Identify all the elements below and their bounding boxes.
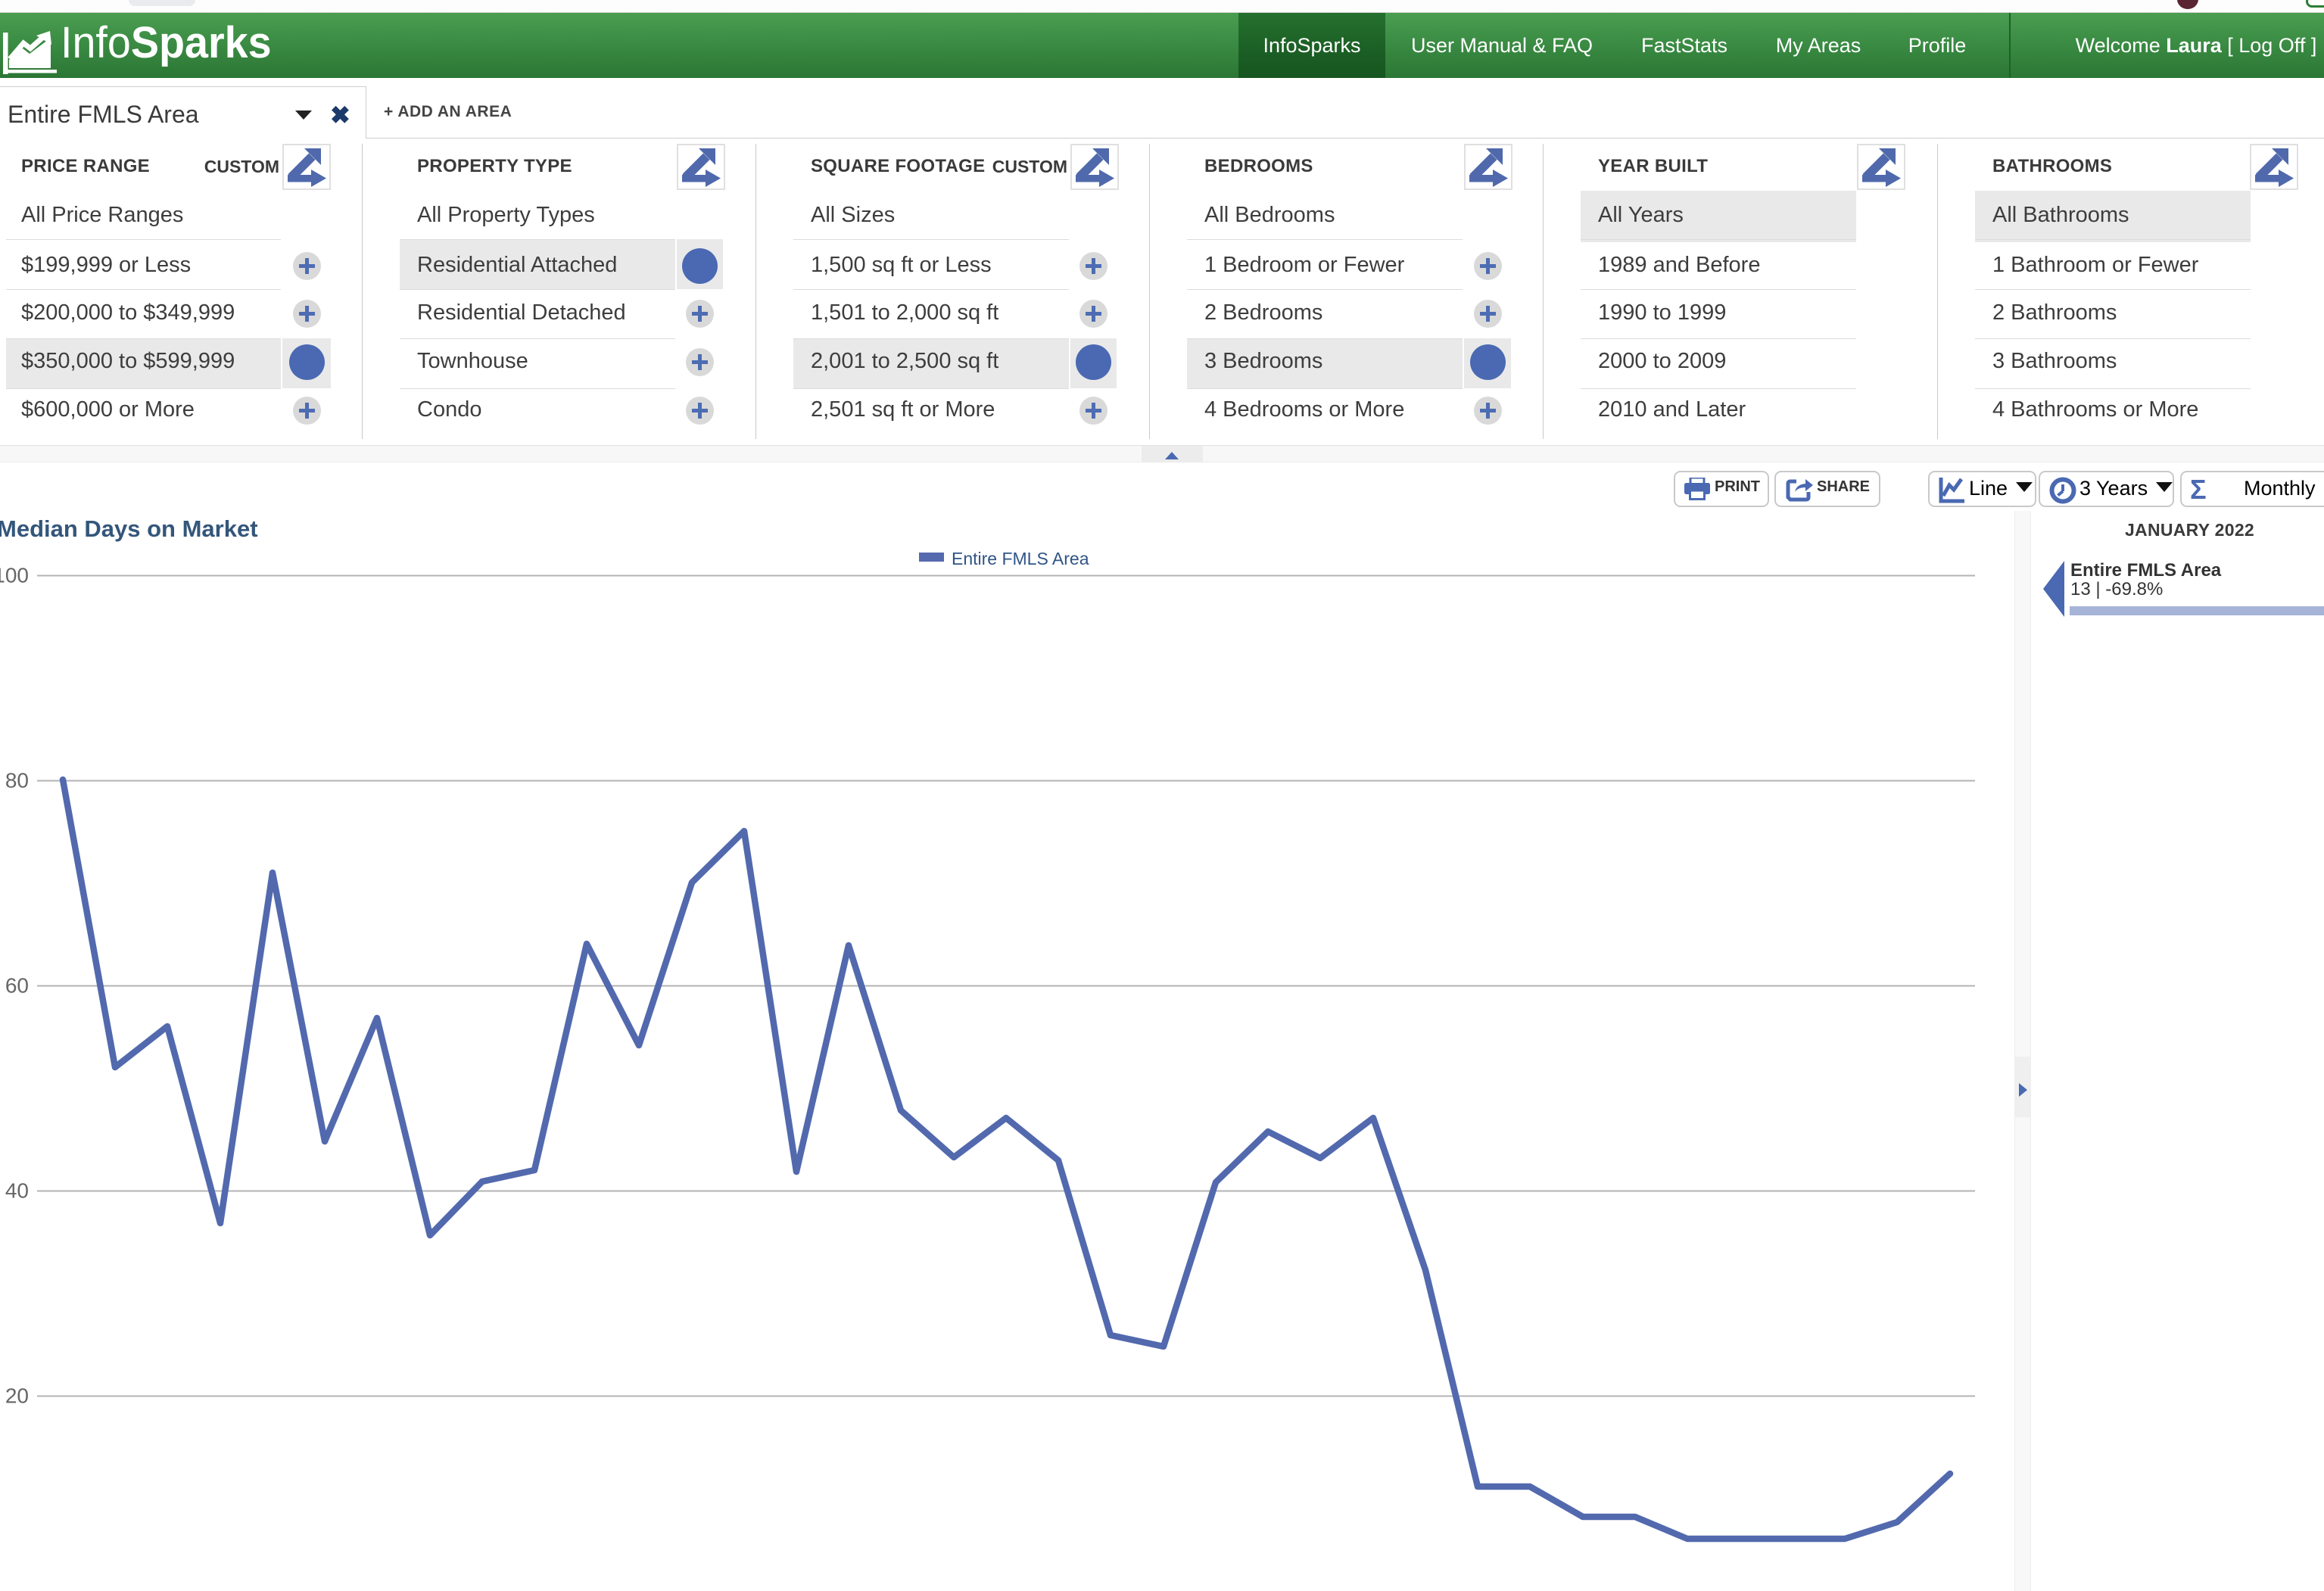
svg-text:80: 80 bbox=[5, 769, 29, 792]
svg-text:40: 40 bbox=[5, 1179, 29, 1203]
svg-text:100: 100 bbox=[0, 564, 29, 587]
svg-text:20: 20 bbox=[5, 1384, 29, 1408]
svg-text:60: 60 bbox=[5, 974, 29, 998]
